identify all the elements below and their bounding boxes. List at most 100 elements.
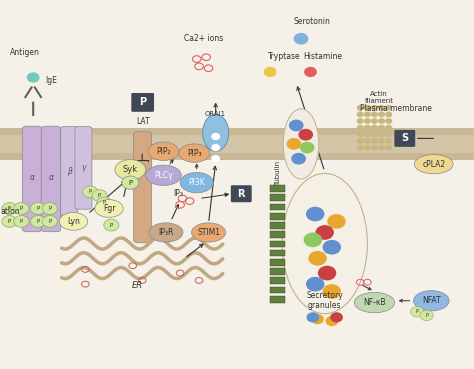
Ellipse shape [179,144,210,162]
Text: PIP₃: PIP₃ [187,149,201,158]
Circle shape [2,215,17,227]
Circle shape [301,142,314,153]
Circle shape [305,68,316,76]
Circle shape [365,139,370,143]
Text: P: P [98,193,101,198]
Circle shape [386,112,392,117]
Circle shape [365,132,370,137]
Circle shape [82,186,98,198]
Ellipse shape [148,142,179,161]
Text: Serotonin: Serotonin [294,17,331,26]
Text: α: α [29,173,35,182]
FancyBboxPatch shape [394,130,415,147]
Circle shape [372,145,377,150]
Text: Histamine: Histamine [303,52,342,61]
Text: P: P [20,219,23,224]
Text: Secretory
granules: Secretory granules [306,291,343,310]
Circle shape [292,154,305,164]
Text: α: α [48,173,54,182]
Text: P: P [48,206,51,211]
Circle shape [372,112,377,117]
Circle shape [379,119,384,123]
FancyBboxPatch shape [134,132,152,243]
Text: PI3K: PI3K [188,178,205,187]
Ellipse shape [283,109,319,179]
Text: Ca2+ ions: Ca2+ ions [184,34,223,42]
Circle shape [104,219,119,231]
Circle shape [42,203,57,214]
FancyBboxPatch shape [270,213,285,220]
Text: P: P [8,219,11,224]
Circle shape [386,119,392,123]
Text: Syk: Syk [123,165,138,174]
Circle shape [307,207,324,221]
Circle shape [212,134,219,139]
Circle shape [97,197,112,209]
Ellipse shape [146,165,181,186]
Circle shape [379,106,384,110]
Circle shape [312,315,323,324]
Circle shape [290,120,303,131]
Circle shape [372,119,377,123]
Circle shape [309,252,326,265]
FancyBboxPatch shape [61,127,78,217]
Text: γ: γ [81,163,86,172]
Text: P: P [36,219,39,224]
Text: Plasma membrane: Plasma membrane [360,104,432,113]
FancyBboxPatch shape [270,296,285,303]
Text: P: P [103,200,106,206]
Circle shape [294,34,308,44]
Circle shape [212,145,219,151]
Text: IP₃: IP₃ [173,189,183,197]
Ellipse shape [59,213,88,230]
Circle shape [365,106,370,110]
Text: P: P [20,206,23,211]
Circle shape [319,266,336,280]
Circle shape [307,277,324,291]
Text: P: P [139,97,146,107]
Circle shape [323,285,340,298]
Text: cPLA2: cPLA2 [422,160,445,169]
Circle shape [357,112,363,117]
Circle shape [14,215,29,227]
Circle shape [372,125,377,130]
Circle shape [386,132,392,137]
Circle shape [410,307,424,317]
Circle shape [331,313,342,322]
Circle shape [316,226,333,239]
Text: NFAT: NFAT [422,296,441,305]
Circle shape [357,106,363,110]
Circle shape [30,215,46,227]
Ellipse shape [282,173,367,314]
Text: Tubulin: Tubulin [275,161,281,186]
Circle shape [386,125,392,130]
FancyBboxPatch shape [0,135,474,153]
FancyBboxPatch shape [270,204,285,210]
Text: Tryptase: Tryptase [268,52,301,61]
FancyBboxPatch shape [0,128,474,135]
Circle shape [386,106,392,110]
Circle shape [372,139,377,143]
FancyBboxPatch shape [270,259,285,266]
FancyBboxPatch shape [22,126,42,232]
Text: P: P [110,223,113,228]
Circle shape [357,132,363,137]
FancyBboxPatch shape [75,127,92,209]
FancyBboxPatch shape [270,277,285,284]
Text: P: P [425,313,428,318]
Text: ation: ation [0,207,19,216]
Circle shape [379,145,384,150]
Circle shape [212,156,219,162]
Ellipse shape [115,159,146,180]
Circle shape [379,132,384,137]
FancyBboxPatch shape [0,153,474,160]
Circle shape [307,313,319,322]
Text: Antigen: Antigen [9,48,39,57]
Text: P: P [89,189,91,194]
Text: P: P [128,180,132,186]
Text: Actin
filament: Actin filament [365,91,394,104]
Text: PIP₂: PIP₂ [156,147,171,156]
Ellipse shape [149,223,183,242]
Circle shape [299,130,312,140]
Text: ORAI1: ORAI1 [205,111,226,117]
